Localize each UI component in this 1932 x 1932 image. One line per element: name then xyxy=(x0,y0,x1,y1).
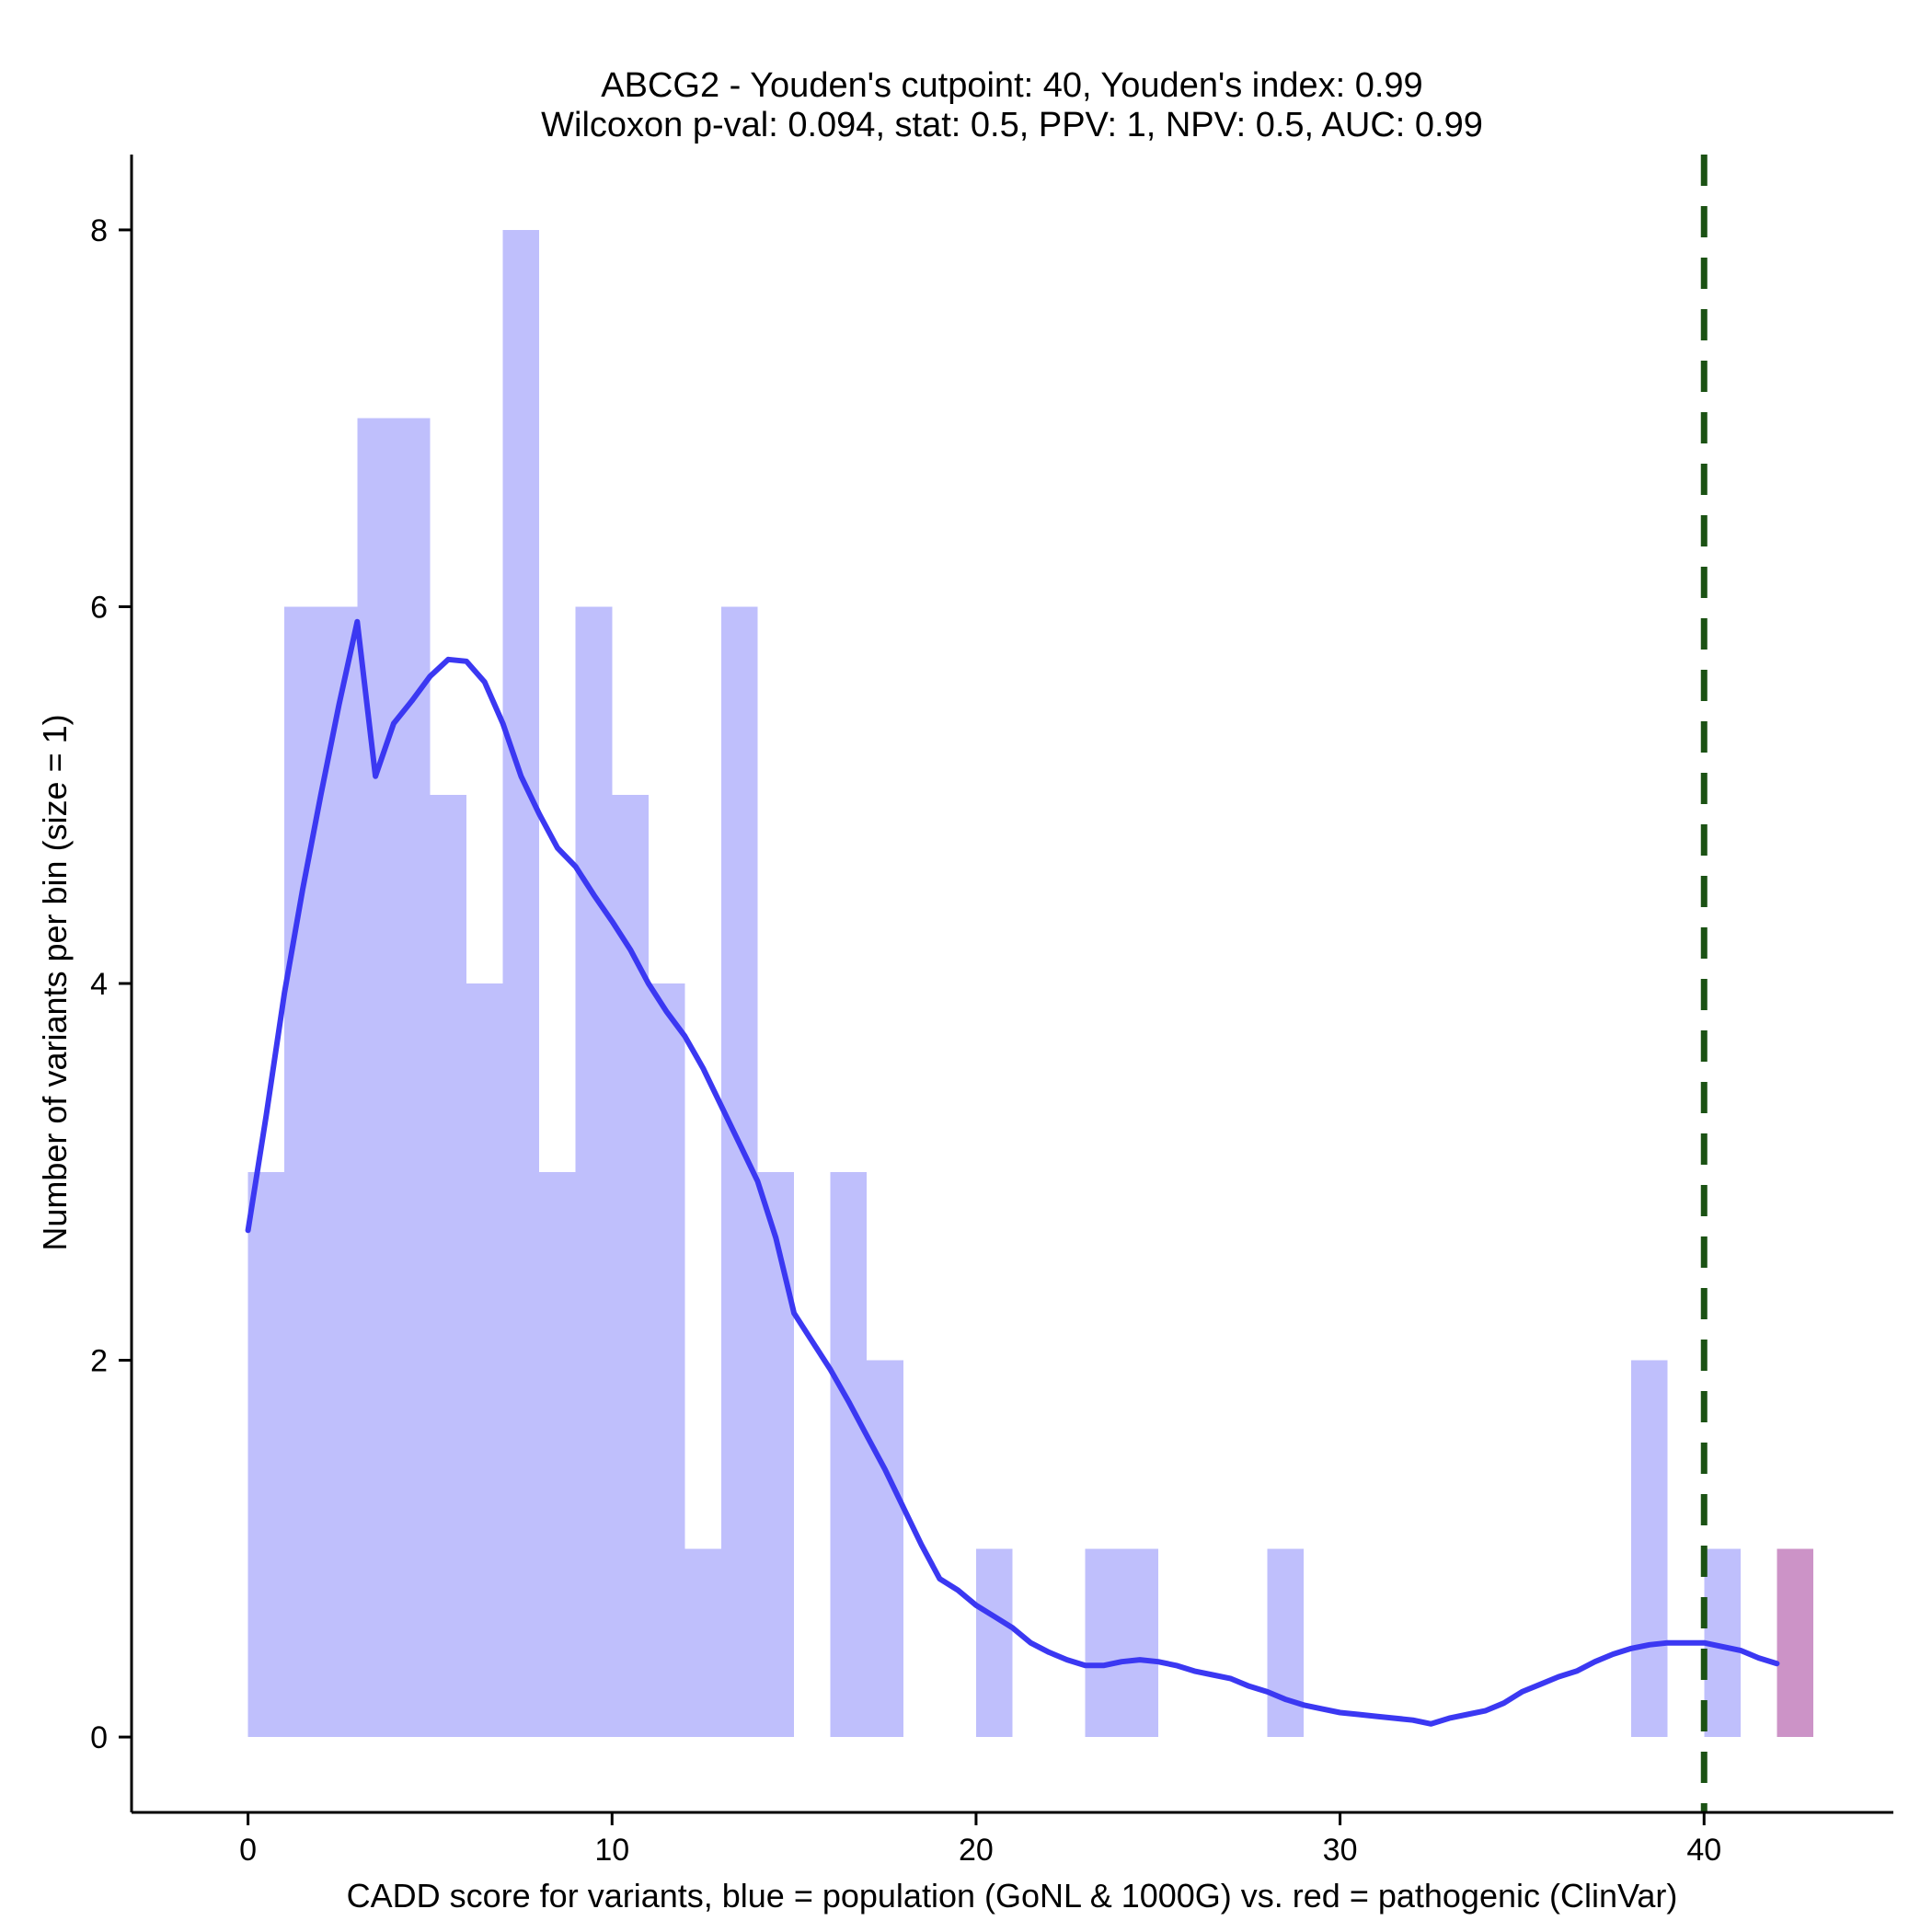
population-bar-19 xyxy=(1121,1548,1158,1738)
population-bar-18 xyxy=(1085,1548,1122,1738)
density-curve-layer xyxy=(245,618,1780,1727)
y-tick-label-4: 4 xyxy=(90,967,108,1002)
population-bar-1 xyxy=(284,606,321,1738)
y-tick-label-0: 0 xyxy=(90,1720,108,1755)
population-bar-3 xyxy=(357,418,394,1738)
population-bar-2 xyxy=(320,606,358,1738)
x-tick-label-40: 40 xyxy=(1686,1833,1721,1868)
y-tick-label-8: 8 xyxy=(90,213,108,248)
population-bar-8 xyxy=(539,1171,576,1738)
x-axis-ticks: 0 10 20 30 40 xyxy=(239,1812,1721,1868)
x-tick-label-0: 0 xyxy=(239,1833,257,1868)
population-bar-12 xyxy=(684,1548,721,1738)
population-bar-10 xyxy=(612,795,649,1738)
x-tick-label-10: 10 xyxy=(594,1833,629,1868)
x-axis-label: CADD score for variants, blue = populati… xyxy=(347,1877,1678,1915)
population-bar-0 xyxy=(247,1171,285,1738)
population-bar-5 xyxy=(430,795,467,1738)
y-axis-label: Number of variants per bin (size = 1) xyxy=(36,714,74,1250)
density-curve xyxy=(245,618,1780,1727)
y-tick-label-6: 6 xyxy=(90,590,108,625)
chart-title: ABCG2 - Youden's cutpoint: 40, Youden's … xyxy=(601,66,1422,105)
y-axis-ticks: 0 2 4 6 8 xyxy=(90,213,132,1755)
population-bar-9 xyxy=(575,606,613,1738)
x-tick-label-30: 30 xyxy=(1323,1833,1358,1868)
population-bar-7 xyxy=(502,229,540,1738)
population-bar-11 xyxy=(648,983,685,1738)
population-bar-15 xyxy=(830,1171,868,1738)
population-bar-20 xyxy=(1267,1548,1305,1738)
population-bar-4 xyxy=(393,418,431,1738)
population-bar-6 xyxy=(466,983,503,1738)
population-bar-16 xyxy=(867,1360,903,1738)
y-tick-label-2: 2 xyxy=(90,1344,108,1379)
population-bar-17 xyxy=(975,1548,1013,1738)
x-tick-label-20: 20 xyxy=(959,1833,994,1868)
chart-subtitle: Wilcoxon p-val: 0.094, stat: 0.5, PPV: 1… xyxy=(541,106,1483,144)
population-bar-21 xyxy=(1631,1360,1668,1738)
histogram-bars xyxy=(247,229,1813,1738)
population-bar-14 xyxy=(757,1171,795,1738)
pathogenic-bar-0 xyxy=(1777,1548,1813,1738)
